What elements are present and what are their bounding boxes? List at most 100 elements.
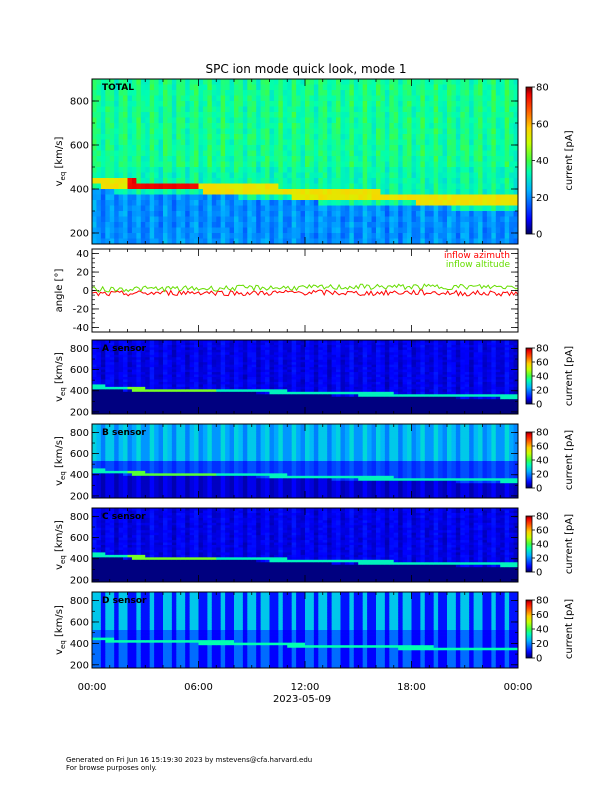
heatmap-cell xyxy=(234,128,239,135)
heatmap-cell xyxy=(460,106,466,113)
heatmap-cell xyxy=(291,238,297,245)
heatmap-cell xyxy=(318,200,324,206)
heatmap-cell xyxy=(269,369,275,373)
heatmap-cell xyxy=(242,379,248,383)
heatmap-cell xyxy=(282,359,288,363)
heatmap-cell xyxy=(251,344,257,348)
heatmap-cell xyxy=(100,150,106,157)
heatmap-cell xyxy=(282,106,288,113)
heatmap-cell xyxy=(265,139,270,146)
heatmap-cell xyxy=(105,233,111,239)
heatmap-cell xyxy=(158,404,164,407)
heatmap-cell xyxy=(384,156,390,162)
heatmap-cell xyxy=(225,194,230,201)
heatmap-cell xyxy=(123,112,128,118)
heatmap-cell xyxy=(269,359,275,363)
heatmap-cell xyxy=(344,377,350,380)
heatmap-cell xyxy=(242,178,248,184)
heatmap-cell xyxy=(251,411,257,415)
heatmap-cell xyxy=(273,238,279,245)
heatmap-cell xyxy=(167,394,173,398)
heatmap-cell xyxy=(287,139,293,146)
heatmap-cell xyxy=(367,396,372,400)
heatmap-cell xyxy=(154,386,159,390)
heatmap-cell xyxy=(273,101,279,107)
heatmap-cell xyxy=(198,367,204,370)
heatmap-cell xyxy=(353,79,359,85)
heatmap-cell xyxy=(180,90,186,96)
heatmap-cell xyxy=(256,156,262,162)
heatmap-cell xyxy=(238,200,244,206)
heatmap-cell xyxy=(336,406,341,410)
heatmap-cell xyxy=(234,238,239,245)
heatmap-cell xyxy=(247,227,253,234)
heatmap-cell xyxy=(442,145,448,151)
heatmap-cell xyxy=(260,161,266,168)
heatmap-cell xyxy=(136,183,142,190)
heatmap-cell xyxy=(109,227,115,234)
heatmap-cell xyxy=(225,238,230,245)
heatmap-cell xyxy=(118,139,124,146)
heatmap-cell xyxy=(145,145,151,151)
heatmap-cell xyxy=(207,367,213,370)
heatmap-cell xyxy=(118,79,124,85)
heatmap-cell xyxy=(202,357,208,361)
heatmap-cell xyxy=(291,406,297,410)
heatmap-cell xyxy=(447,222,452,228)
heatmap-cell xyxy=(438,178,443,184)
heatmap-cell xyxy=(145,394,151,398)
heatmap-cell xyxy=(260,216,266,223)
heatmap-cell xyxy=(455,222,461,228)
heatmap-cell xyxy=(180,401,186,405)
heatmap-cell xyxy=(189,106,195,113)
heatmap-cell xyxy=(420,150,426,157)
heatmap-cell xyxy=(247,404,253,407)
heatmap-cell xyxy=(376,145,381,151)
heatmap-cell xyxy=(291,364,297,368)
heatmap-cell xyxy=(402,233,408,239)
heatmap-cell xyxy=(100,211,106,217)
heatmap-cell xyxy=(362,101,368,107)
heatmap-cell xyxy=(145,381,151,385)
heatmap-cell xyxy=(478,172,483,179)
heatmap-cell xyxy=(269,211,275,217)
heatmap-cell xyxy=(109,357,115,361)
heatmap-cell xyxy=(109,389,115,393)
heatmap-cell xyxy=(513,167,519,173)
heatmap-cell xyxy=(163,386,168,390)
heatmap-cell xyxy=(336,150,341,157)
heatmap-cell xyxy=(105,372,111,375)
heatmap-cell xyxy=(438,161,443,168)
heatmap-cell xyxy=(415,106,421,113)
heatmap-cell xyxy=(198,233,204,239)
heatmap-cell xyxy=(451,95,457,102)
heatmap-cell xyxy=(114,379,120,383)
series-line-1 xyxy=(91,283,519,293)
heatmap-cell xyxy=(234,384,239,388)
heatmap-cell xyxy=(238,354,244,358)
heatmap-cell xyxy=(131,411,137,415)
heatmap-cell xyxy=(469,194,475,201)
heatmap-cell xyxy=(131,150,137,157)
heatmap-cell xyxy=(176,389,182,393)
heatmap-cell xyxy=(225,233,230,239)
heatmap-cell xyxy=(251,117,257,124)
heatmap-cell xyxy=(167,406,173,410)
heatmap-cell xyxy=(344,128,350,135)
heatmap-cell xyxy=(198,404,204,407)
heatmap-cell xyxy=(309,161,315,168)
heatmap-cell xyxy=(118,377,124,380)
heatmap-cell xyxy=(158,340,164,343)
heatmap-cell xyxy=(460,101,466,107)
heatmap-cell xyxy=(349,367,355,370)
heatmap-cell xyxy=(331,106,337,113)
heatmap-cell xyxy=(171,139,177,146)
heatmap-cell xyxy=(282,367,288,370)
heatmap-cell xyxy=(251,128,257,135)
heatmap-cell xyxy=(131,112,137,118)
heatmap-cell xyxy=(92,161,97,168)
heatmap-cell xyxy=(229,189,235,195)
heatmap-cell xyxy=(251,372,257,375)
heatmap-cell xyxy=(256,150,262,157)
heatmap-cell xyxy=(415,128,421,135)
